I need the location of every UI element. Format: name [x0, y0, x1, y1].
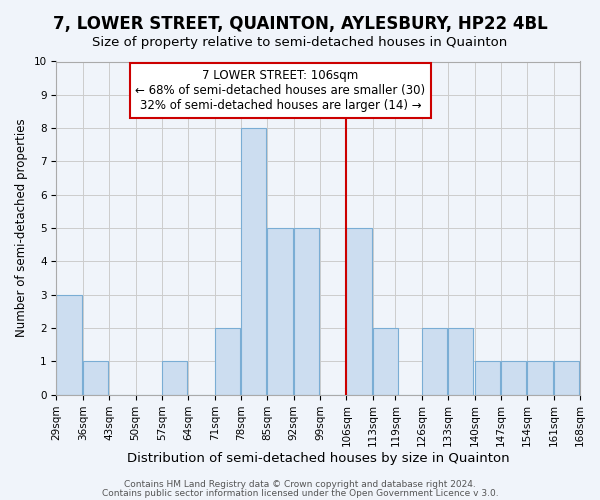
Bar	[56, 294, 82, 394]
X-axis label: Distribution of semi-detached houses by size in Quainton: Distribution of semi-detached houses by …	[127, 452, 509, 465]
Bar	[448, 328, 473, 394]
Bar	[346, 228, 371, 394]
Text: 7, LOWER STREET, QUAINTON, AYLESBURY, HP22 4BL: 7, LOWER STREET, QUAINTON, AYLESBURY, HP…	[53, 15, 547, 33]
Text: Contains HM Land Registry data © Crown copyright and database right 2024.: Contains HM Land Registry data © Crown c…	[124, 480, 476, 489]
Bar	[373, 328, 398, 394]
Bar	[162, 362, 187, 394]
Bar	[475, 362, 500, 394]
Bar	[527, 362, 553, 394]
Bar	[294, 228, 319, 394]
Bar	[268, 228, 293, 394]
Text: Contains public sector information licensed under the Open Government Licence v : Contains public sector information licen…	[101, 488, 499, 498]
Bar	[215, 328, 240, 394]
Y-axis label: Number of semi-detached properties: Number of semi-detached properties	[15, 118, 28, 338]
Bar	[554, 362, 579, 394]
Text: Size of property relative to semi-detached houses in Quainton: Size of property relative to semi-detach…	[92, 36, 508, 49]
Bar	[241, 128, 266, 394]
Bar	[501, 362, 526, 394]
Text: 7 LOWER STREET: 106sqm
← 68% of semi-detached houses are smaller (30)
32% of sem: 7 LOWER STREET: 106sqm ← 68% of semi-det…	[136, 69, 425, 112]
Bar	[422, 328, 447, 394]
Bar	[83, 362, 108, 394]
